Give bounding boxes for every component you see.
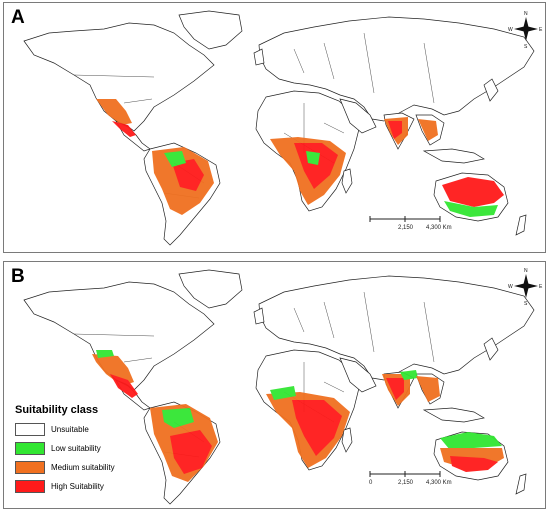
west-label-b: W: [508, 284, 513, 290]
scale-end-b: 4,300 Km: [426, 480, 452, 486]
legend-item-unsuitable: Unsuitable: [15, 420, 155, 439]
north-america: [23, 22, 215, 132]
north-label-b: N: [524, 268, 528, 274]
greenland: [178, 269, 243, 309]
madagascar: [341, 168, 353, 194]
panel-label-b: B: [11, 266, 25, 287]
scale-bar-b: 0 2,150 4,300 Km: [369, 471, 452, 486]
east-label-b: E: [539, 284, 543, 290]
north-label-a: N: [524, 11, 528, 17]
british-isles: [253, 307, 265, 325]
eurasia: [258, 275, 535, 381]
legend-item-high: High Suitability: [15, 477, 155, 496]
north-arrow-a: N S E W: [508, 11, 543, 50]
british-isles: [253, 48, 265, 66]
madagascar: [341, 427, 353, 453]
legend-item-low: Low suitability: [15, 439, 155, 458]
world-map-b: 0 2,150 4,300 Km N S E W: [23, 268, 543, 505]
greenland: [178, 10, 243, 50]
new-zealand: [515, 214, 527, 236]
arabia: [339, 98, 377, 134]
scale-end-a: 4,300 Km: [426, 225, 452, 231]
map-panel-a: 2,150 4,300 Km N S E W A: [3, 2, 546, 253]
south-label-a: S: [524, 44, 528, 50]
legend-swatch-medium: [15, 461, 45, 474]
suitability-overlay-a: [96, 99, 504, 217]
legend-swatch-unsuitable: [15, 423, 45, 436]
scale-zero-b: 0: [369, 480, 373, 486]
japan: [483, 78, 499, 102]
north-america: [23, 281, 215, 391]
west-label-a: W: [508, 27, 513, 33]
scale-bar-a: 2,150 4,300 Km: [369, 216, 452, 231]
new-zealand: [515, 473, 527, 495]
east-label-a: E: [539, 27, 543, 33]
indonesia: [422, 148, 485, 164]
legend-label-unsuitable: Unsuitable: [51, 425, 89, 434]
eurasia: [258, 16, 535, 122]
legend-title: Suitability class: [15, 404, 99, 416]
south-label-b: S: [524, 301, 528, 307]
legend-label-medium: Medium suitability: [51, 463, 115, 472]
legend-label-high: High Suitability: [51, 482, 104, 491]
suitability-overlay-b: [92, 350, 504, 482]
world-map-a: 2,150 4,300 Km N S E W: [23, 10, 543, 246]
legend-swatch-low: [15, 442, 45, 455]
legend-label-low: Low suitability: [51, 444, 101, 453]
scale-mid-a: 2,150: [398, 225, 414, 231]
legend-swatch-high: [15, 480, 45, 493]
panel-label-a: A: [11, 7, 25, 28]
suitability-legend: Suitability class Unsuitable Low suitabi…: [15, 404, 155, 496]
north-arrow-b: N S E W: [508, 268, 543, 307]
map-panel-b: 0 2,150 4,300 Km N S E W B Suitability c…: [3, 261, 546, 509]
indonesia: [422, 407, 485, 423]
arabia: [339, 357, 377, 393]
japan: [483, 337, 499, 361]
legend-item-medium: Medium suitability: [15, 458, 155, 477]
scale-mid-b: 2,150: [398, 480, 414, 486]
